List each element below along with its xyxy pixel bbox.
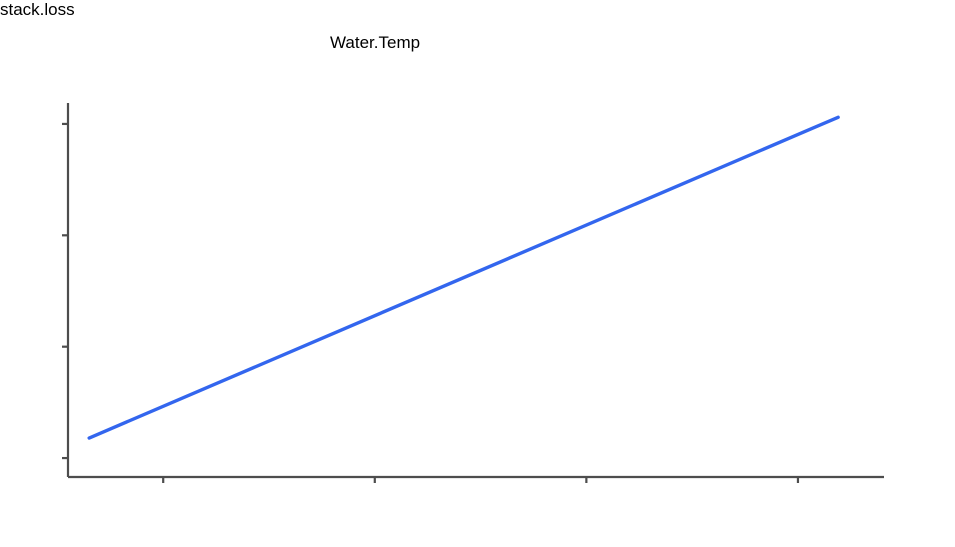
legend-title: Water.Temp [330,33,421,52]
x-axis-title: stack.loss [0,0,75,19]
regression-line [87,115,840,440]
legend: Water.Temp [330,8,573,63]
